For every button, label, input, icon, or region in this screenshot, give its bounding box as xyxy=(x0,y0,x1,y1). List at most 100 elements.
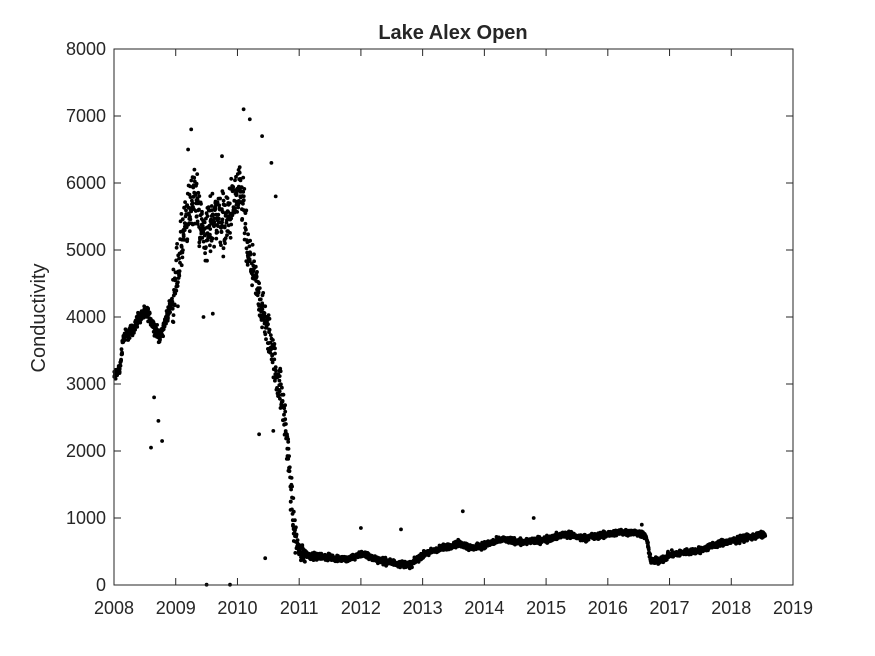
data-point xyxy=(286,440,291,444)
data-point xyxy=(237,165,242,170)
data-point xyxy=(283,417,288,422)
data-point xyxy=(197,207,201,212)
data-point xyxy=(194,181,199,186)
data-point xyxy=(257,286,262,290)
data-point xyxy=(181,248,185,253)
data-point xyxy=(279,382,283,387)
data-point xyxy=(290,484,294,489)
data-point xyxy=(277,374,282,378)
data-point xyxy=(168,310,173,315)
y-tick-label: 3000 xyxy=(66,374,106,394)
data-point xyxy=(149,445,153,450)
data-point xyxy=(244,208,249,213)
data-point xyxy=(197,240,202,245)
data-point xyxy=(174,258,179,263)
data-point xyxy=(172,302,177,307)
data-point xyxy=(223,241,227,246)
data-point xyxy=(225,233,229,238)
data-point xyxy=(236,205,241,210)
data-point xyxy=(233,178,237,183)
data-point xyxy=(353,557,357,562)
data-point xyxy=(215,230,220,235)
data-point xyxy=(280,399,285,404)
data-point xyxy=(119,358,123,363)
data-point xyxy=(246,232,251,237)
data-point xyxy=(282,406,287,411)
data-point xyxy=(147,310,152,315)
data-point xyxy=(189,178,194,183)
data-point xyxy=(252,252,256,257)
data-point xyxy=(218,196,223,201)
data-point xyxy=(118,363,123,368)
data-point xyxy=(260,134,264,139)
data-point xyxy=(263,332,268,337)
data-point xyxy=(241,198,246,203)
data-point xyxy=(399,527,403,532)
data-point xyxy=(120,352,124,357)
data-point xyxy=(171,267,176,272)
data-point xyxy=(220,217,225,222)
data-point xyxy=(267,316,272,321)
data-point xyxy=(531,516,536,520)
data-point xyxy=(192,167,197,172)
data-point xyxy=(294,525,298,530)
data-point xyxy=(242,187,247,191)
data-point xyxy=(220,220,225,225)
data-point xyxy=(272,357,277,362)
data-point xyxy=(221,198,226,203)
y-tick-label: 8000 xyxy=(66,39,106,59)
data-point xyxy=(195,222,200,226)
data-point xyxy=(174,288,179,293)
data-point xyxy=(229,176,234,181)
data-point xyxy=(176,280,180,285)
data-point xyxy=(260,325,264,330)
data-point xyxy=(288,499,293,504)
data-point xyxy=(646,540,650,545)
data-point xyxy=(194,214,199,219)
x-tick-label: 2014 xyxy=(464,598,504,618)
data-point xyxy=(210,208,214,213)
plot-area xyxy=(114,49,793,585)
data-point xyxy=(177,269,182,273)
data-point xyxy=(241,201,245,206)
data-point xyxy=(228,235,233,240)
data-point xyxy=(287,465,292,470)
data-point xyxy=(214,236,219,241)
data-point xyxy=(289,487,293,492)
data-points xyxy=(112,107,768,587)
x-tick-label: 2008 xyxy=(94,598,134,618)
data-point xyxy=(303,559,307,564)
data-point xyxy=(291,496,296,500)
data-point xyxy=(190,201,195,206)
data-point xyxy=(410,565,414,570)
data-point xyxy=(286,437,290,442)
data-point xyxy=(204,211,209,216)
data-point xyxy=(257,281,261,286)
data-point xyxy=(260,307,265,311)
data-point xyxy=(210,236,215,241)
data-point xyxy=(646,547,651,552)
data-point xyxy=(187,229,192,234)
data-point xyxy=(278,369,283,374)
data-point xyxy=(161,334,166,339)
data-point xyxy=(171,320,176,324)
data-point xyxy=(293,518,297,523)
data-point xyxy=(234,174,238,179)
data-point xyxy=(117,366,122,371)
data-point xyxy=(199,202,203,206)
data-point xyxy=(280,385,284,390)
data-point xyxy=(271,429,276,433)
data-point xyxy=(179,245,184,249)
data-point xyxy=(245,263,250,267)
data-point xyxy=(201,239,206,244)
data-point xyxy=(241,190,246,194)
data-point xyxy=(210,311,215,316)
data-point xyxy=(182,228,187,233)
data-point xyxy=(241,194,246,199)
data-point xyxy=(203,251,208,256)
data-point xyxy=(166,316,170,321)
data-point xyxy=(216,212,221,217)
data-point xyxy=(282,412,286,417)
data-point xyxy=(273,365,278,370)
data-point xyxy=(208,227,213,231)
